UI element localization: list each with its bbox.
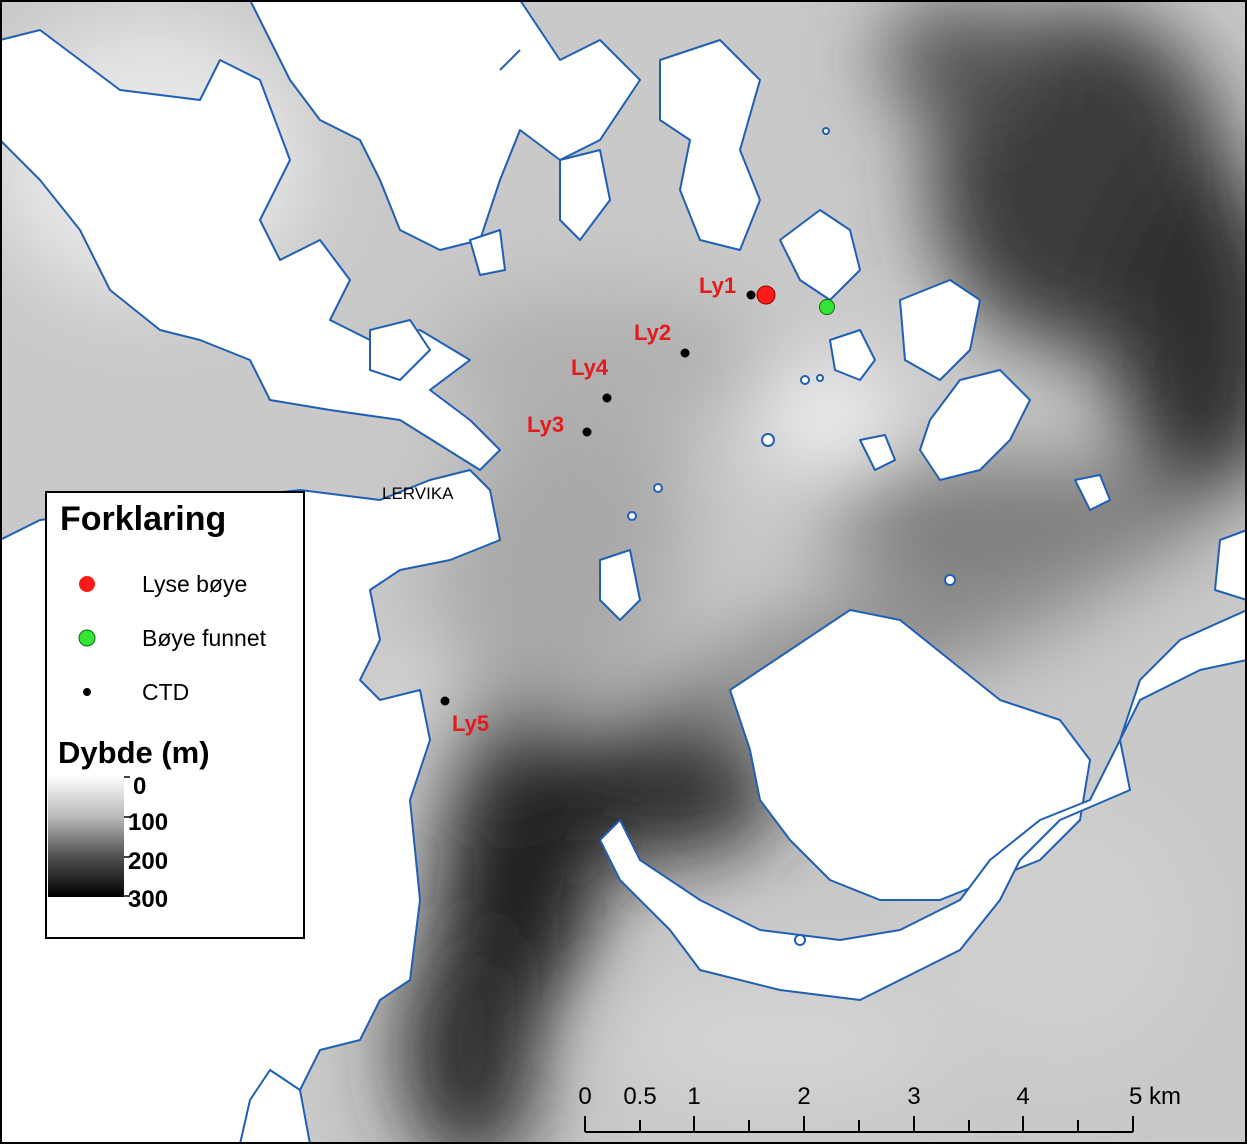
depth-tick-100: 100 [128,809,168,836]
island-east-4 [859,434,896,471]
scale-label-2: 2 [797,1083,810,1110]
scale-label-1: 1 [687,1083,700,1110]
scale-label-5-km: 5 km [1129,1083,1181,1110]
depth-tick-300: 300 [128,886,168,913]
scale-label-4: 4 [1016,1083,1029,1110]
island-north-1 [659,39,761,251]
island-north-5 [779,209,861,301]
ctd-marker-ly2 [680,348,690,358]
island-north-2 [559,149,611,241]
ctd-marker-ly3 [582,427,592,437]
east-peninsula [599,609,1247,1001]
island-east-6 [1214,529,1247,601]
scale-bar: 0 0.5 1 2 3 4 5 km [578,1083,1181,1133]
legend-item-ctd: CTD [142,679,189,705]
southwest-land [239,1069,311,1144]
island-east-5 [1074,474,1111,511]
green-dot-icon [78,629,96,647]
legend-title: Forklaring [60,500,226,538]
ctd-marker-ly1 [746,290,756,300]
station-label-ly2: Ly2 [634,320,671,345]
legend-item-buoy-found: Bøye funnet [142,625,267,651]
lyse-buoy-marker [756,285,776,305]
legend-item-lyse-buoy: Lyse bøye [142,571,247,597]
islet [653,483,663,493]
scale-label-0: 0 [578,1083,591,1110]
buoy-found-marker [819,299,835,315]
red-dot-icon [79,576,95,592]
islet [794,934,806,946]
islet [944,574,956,586]
scale-label-3: 3 [907,1083,920,1110]
station-label-ly5: Ly5 [452,711,489,736]
islet [822,127,830,135]
islet [816,374,824,382]
station-label-ly3: Ly3 [527,412,564,437]
island-east-7 [599,549,641,621]
islet [761,433,775,447]
island-north-3 [469,229,506,276]
islet [800,375,810,385]
scale-label-0-5: 0.5 [623,1083,656,1110]
coastline-segment [499,49,521,71]
north-landmass [249,0,641,251]
ctd-marker-ly5 [440,696,450,706]
station-label-ly4: Ly4 [571,355,609,380]
southeast-island [729,609,1091,901]
black-dot-icon [83,688,91,696]
ctd-stations [440,290,756,706]
station-labels: Ly1 Ly2 Ly3 Ly4 Ly5 [452,273,736,736]
place-label-lervika: LERVIKA [382,484,454,503]
island-east-3 [829,329,876,381]
depth-tick-0: 0 [133,773,146,800]
island-east-1 [899,279,981,381]
depth-color-ramp [48,775,124,897]
station-label-ly1: Ly1 [699,273,736,298]
islet [627,511,637,521]
island-east-2 [919,369,1031,481]
island-north-4 [369,319,431,381]
depth-legend-title: Dybde (m) [58,735,210,770]
ctd-marker-ly4 [602,393,612,403]
legend: Forklaring Lyse bøye Bøye funnet CTD Dyb… [45,491,305,939]
depth-tick-200: 200 [128,848,168,875]
